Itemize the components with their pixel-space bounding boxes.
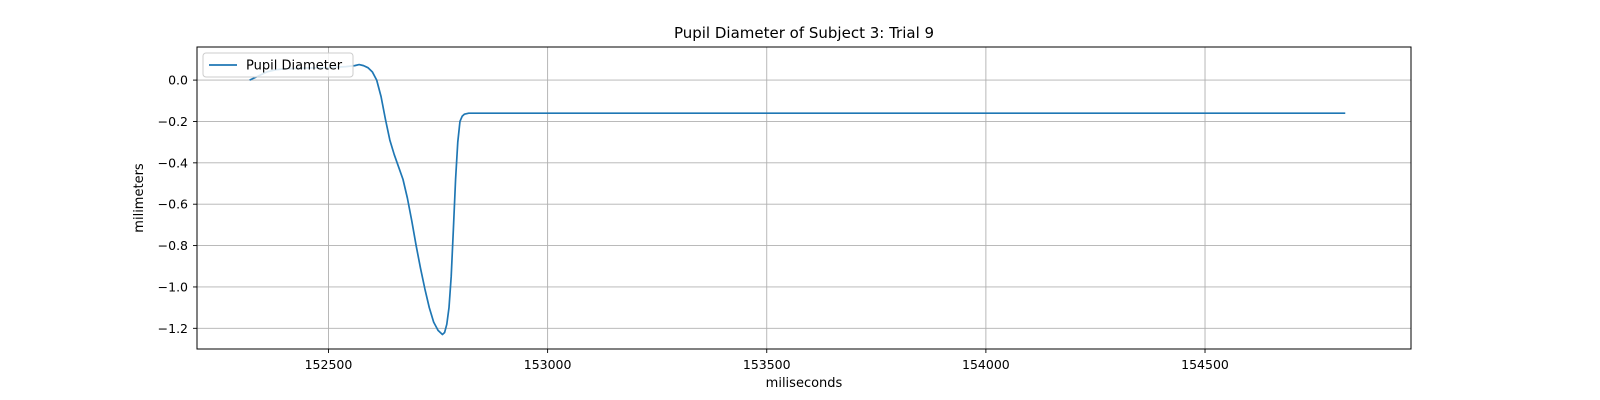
y-tick-label: −0.4 [158,155,188,170]
y-axis-label: milimeters [132,163,147,233]
series-line-pupil-diameter [249,63,1346,336]
y-axis-ticks: 0.0 −0.2 −0.4 −0.6 −0.8 −1.0 −1.2 [158,73,197,336]
y-tick-label: 0.0 [168,73,188,88]
grid-lines [197,47,1411,349]
y-tick-label: −1.2 [158,321,188,336]
series-layer [249,63,1346,336]
legend-box [202,52,354,78]
x-tick-label: 153000 [524,357,572,372]
legend: Pupil Diameter [202,52,354,78]
y-tick-label: −0.6 [158,197,188,212]
x-tick-label: 153500 [743,357,791,372]
legend-label-pupil-diameter: Pupil Diameter [246,59,343,74]
x-axis-label: miliseconds [766,376,843,391]
y-tick-label: −1.0 [158,279,188,294]
plot-frame [196,46,1412,350]
x-axis-ticks: 152500 153000 153500 154000 154500 [305,349,1229,372]
x-tick-label: 152500 [305,357,353,372]
x-tick-label: 154000 [962,357,1010,372]
y-tick-label: −0.2 [158,114,188,129]
y-tick-label: −0.8 [158,238,188,253]
chart-title: Pupil Diameter of Subject 3: Trial 9 [674,24,934,42]
x-tick-label: 154500 [1181,357,1229,372]
